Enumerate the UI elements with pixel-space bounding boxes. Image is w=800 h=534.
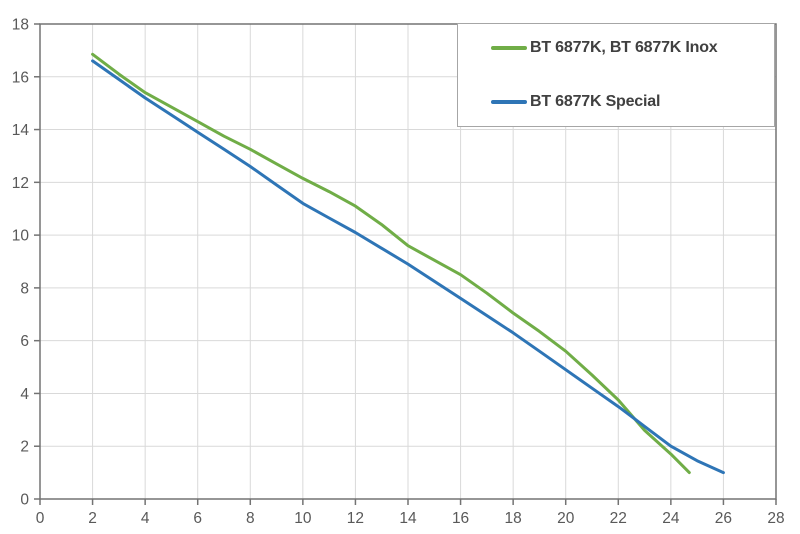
legend-line-sample-blue: [491, 100, 527, 104]
legend-label: BT 6877K Special: [530, 93, 661, 110]
y-tick-label: 2: [20, 439, 29, 456]
x-tick-label: 28: [767, 510, 784, 527]
x-tick-label: 20: [557, 510, 575, 527]
y-tick-label: 6: [20, 333, 29, 350]
legend-label: BT 6877K, BT 6877K Inox: [530, 39, 718, 56]
x-tick-label: 24: [662, 510, 680, 527]
chart-legend: BT 6877K, BT 6877K Inox BT 6877K Special: [457, 23, 775, 127]
x-tick-label: 22: [610, 510, 627, 527]
y-tick-label: 18: [12, 17, 29, 34]
x-tick-label: 12: [347, 510, 364, 527]
y-tick-label: 16: [12, 69, 29, 86]
y-tick-label: 10: [12, 228, 30, 245]
x-tick-label: 16: [452, 510, 469, 527]
x-tick-label: 0: [36, 510, 45, 527]
x-tick-label: 10: [294, 510, 312, 527]
legend-item-bt6877k-special: BT 6877K Special: [491, 88, 774, 116]
axis-ticks: [34, 23, 777, 505]
y-tick-label: 4: [20, 386, 29, 403]
x-tick-label: 26: [715, 510, 732, 527]
legend-line-sample-green: [491, 46, 527, 50]
series-line-1: [91, 59, 725, 475]
x-tick-label: 2: [88, 510, 97, 527]
x-tick-label: 18: [505, 510, 522, 527]
series-line-0: [91, 52, 691, 475]
x-tick-label: 8: [246, 510, 255, 527]
y-tick-label: 8: [20, 280, 29, 297]
y-tick-label: 12: [12, 175, 29, 192]
x-tick-label: 4: [141, 510, 150, 527]
x-tick-label: 14: [399, 510, 417, 527]
y-tick-label: 14: [12, 122, 30, 139]
y-tick-label: 0: [20, 492, 29, 509]
legend-item-bt6877k-inox: BT 6877K, BT 6877K Inox: [491, 34, 774, 62]
x-tick-label: 6: [193, 510, 202, 527]
